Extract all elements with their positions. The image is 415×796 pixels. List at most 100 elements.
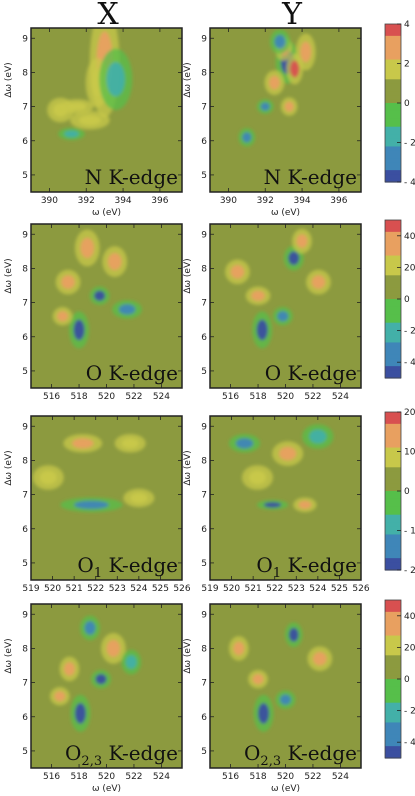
x-tick-label: 394 (114, 196, 131, 206)
y-tick-label: 5 (201, 367, 207, 377)
y-tick-label: 9 (201, 422, 207, 432)
colorbar-segment (385, 522, 401, 528)
heatmap-feature (230, 265, 245, 279)
y-tick-label: 8 (22, 68, 28, 78)
colorbar-segment (385, 439, 401, 445)
colorbar-segment (385, 231, 401, 237)
colorbar-segment (385, 738, 401, 743)
colorbar-segment (385, 154, 401, 159)
heatmap-feature (280, 694, 291, 705)
x-tick-label: 518 (249, 772, 266, 782)
colorbar-segment (385, 502, 401, 508)
colorbar-segment (385, 318, 401, 324)
y-tick-label: 5 (22, 559, 28, 569)
colorbar-segment (385, 170, 401, 175)
panel-edge-label: N K-edge (264, 165, 357, 189)
colorbar-segment (385, 295, 401, 300)
heatmap-feature (61, 275, 75, 289)
colorbar-segment (385, 698, 401, 704)
heatmap-feature (242, 132, 252, 143)
colorbar-segment (385, 451, 401, 457)
panel-y-row-4: 5 6 7 8 9 Δω (eV) 516 518 520 522 524 ω (eV) O2,3 K-… (183, 603, 362, 794)
colorbar-segment (385, 663, 401, 668)
edge-label-subscript: 2,3 (81, 754, 102, 769)
x-tick-label: 524 (153, 772, 170, 782)
colorbar-segment (385, 106, 401, 112)
heatmap-feature (256, 319, 268, 341)
colorbar-segment (385, 722, 401, 727)
x-tick-label: 524 (309, 584, 326, 594)
y-tick-label: 7 (22, 103, 28, 113)
y-tick-label: 8 (201, 264, 207, 274)
colorbar-segment (385, 631, 401, 637)
edge-label-element: O (86, 361, 102, 385)
y-axis-label: Δω (eV) (183, 450, 193, 485)
y-axis-label: Δω (eV) (183, 258, 193, 293)
y-tick-label: 6 (201, 333, 207, 343)
y-tick-label: 9 (201, 230, 207, 240)
colorbar-segment (385, 350, 401, 355)
panel-frame (30, 27, 183, 193)
y-tick-label: 9 (201, 34, 207, 44)
colorbar-segment (385, 686, 401, 692)
y-tick-label: 7 (201, 299, 207, 309)
colorbar-segment (385, 342, 401, 347)
colorbar-segment (385, 643, 401, 648)
colorbar-tick-label: - 4 (404, 178, 415, 188)
edge-label-element: O (244, 741, 260, 765)
colorbar-tick-label: 0 (404, 295, 410, 305)
y-tick-label: 7 (22, 679, 28, 689)
colorbar-row-2: 40 20 0 - 20 - 40 (384, 219, 415, 379)
heatmap-feature (296, 234, 308, 248)
colorbar-segment (385, 651, 401, 656)
colorbar-segment (385, 223, 401, 229)
x-tick-label: 520 (98, 392, 115, 402)
colorbar-segment (385, 79, 401, 84)
y-tick-label: 6 (201, 713, 207, 723)
colorbar-segment (385, 255, 401, 261)
colorbar-segment (385, 530, 401, 536)
heatmap-feature (107, 253, 122, 271)
colorbar-segment (385, 726, 401, 731)
colorbar-segment (385, 607, 401, 613)
colorbar-segment (385, 251, 401, 257)
colorbar-tick-label: 0 (404, 675, 410, 685)
colorbar-segment (385, 671, 401, 676)
colorbar-segment (385, 562, 401, 567)
panel-y-row-3: 5 6 7 8 9 Δω (eV) 519 520 521 522 523 524 525 526 O1 K… (183, 415, 370, 594)
heatmap-feature (130, 492, 148, 504)
y-tick-label: 5 (22, 171, 28, 181)
heatmap-feature (121, 438, 139, 449)
x-tick-label: 520 (277, 392, 294, 402)
heatmap-feature (263, 502, 282, 508)
colorbar-segment (385, 310, 401, 316)
colorbar-segment (385, 750, 401, 755)
heatmap-feature (57, 311, 69, 322)
colorbar-segment (385, 243, 401, 249)
colorbar-segment (385, 71, 401, 76)
colorbar-segment (385, 639, 401, 645)
colorbar-segment (385, 59, 401, 65)
panel-background (210, 224, 361, 388)
colorbar-segment (385, 412, 401, 417)
colorbar-segment (385, 558, 401, 563)
edge-label-text: K-edge (102, 741, 178, 765)
heatmap-feature (118, 304, 136, 315)
heatmap-feature (288, 251, 300, 265)
heatmap-feature (274, 34, 286, 49)
column-title-x: X (97, 0, 119, 32)
colorbar-segment (385, 471, 401, 476)
heatmap-field (225, 228, 331, 349)
heatmap-field (228, 622, 333, 732)
colorbar-tick-label: 40 (404, 232, 415, 242)
colorbar-segment (385, 43, 401, 49)
colorbar-tick-label: - 10 (404, 527, 415, 537)
colorbar-segment (385, 138, 401, 144)
heatmap-field (228, 424, 334, 513)
heatmap-feature (54, 691, 66, 702)
panel-edge-label: O K-edge (86, 361, 178, 385)
panel-y-row-1: 5 6 7 8 9 Δω (eV) 390 392 394 396 ω (eV) N K-edge (183, 27, 362, 218)
y-tick-label: 5 (22, 747, 28, 757)
colorbar-segment (385, 550, 401, 555)
